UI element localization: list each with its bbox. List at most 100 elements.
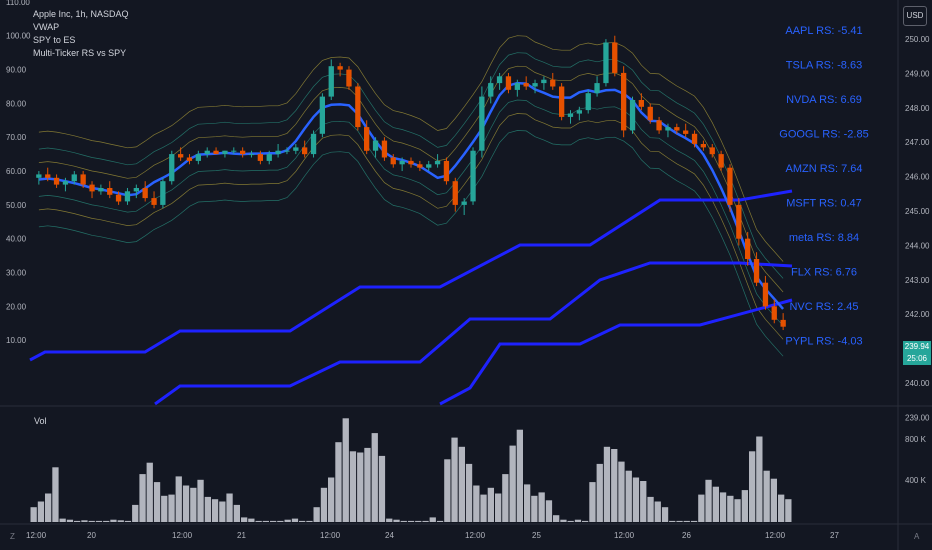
right-axis-tick-2: 248.00	[905, 104, 930, 113]
legend-indicator-vwap[interactable]: VWAP	[33, 22, 60, 32]
volume-bar	[204, 496, 211, 522]
left-axis-tick-3: 80.00	[6, 99, 27, 108]
candle-body	[771, 306, 777, 320]
candle-body	[426, 164, 432, 168]
volume-bar	[313, 507, 320, 522]
candle-body	[124, 191, 131, 202]
right-axis-tick-8: 242.00	[905, 310, 930, 319]
envelope-band-5	[38, 35, 784, 262]
volume-bar	[248, 518, 255, 522]
candle-body	[603, 42, 609, 84]
candle-body	[470, 150, 476, 202]
timezone-z-button[interactable]: Z	[10, 532, 15, 541]
volume-bar	[582, 520, 589, 522]
rs-label-tsla: TSLA RS: -8.63	[786, 60, 862, 72]
volume-bar	[625, 470, 632, 522]
volume-bar	[509, 445, 516, 522]
volume-bar	[495, 493, 502, 522]
rs-label-aapl: AAPL RS: -5.41	[785, 25, 862, 37]
volume-bar	[226, 493, 233, 522]
currency-button[interactable]: USD	[903, 6, 927, 26]
candle-body	[80, 174, 86, 185]
volume-bar	[190, 487, 197, 522]
candle-body	[257, 154, 263, 161]
candle-body	[762, 282, 769, 307]
volume-bar	[320, 487, 328, 522]
chart-legend: Apple Inc, 1h, NASDAQ VWAP SPY to ES Mul…	[33, 8, 129, 60]
volume-bar	[487, 487, 494, 522]
volume-bar	[74, 520, 81, 522]
rs-label-msft: MSFT RS: 0.47	[786, 198, 862, 210]
candle-body	[310, 133, 317, 155]
candle-body	[142, 188, 148, 199]
volume-bar	[306, 520, 313, 522]
candle-body	[576, 110, 582, 114]
volume-bar	[182, 485, 190, 522]
candle-body	[514, 83, 520, 90]
volume-bar	[531, 495, 538, 522]
auto-scale-button[interactable]: A	[914, 532, 920, 541]
volume-bar	[422, 520, 429, 522]
volume-bar	[328, 477, 335, 522]
candle-body	[36, 174, 42, 178]
candle-body	[195, 154, 201, 161]
volume-bar	[756, 436, 763, 522]
candle-body	[745, 238, 751, 259]
right-axis-tick-0: 250.00	[905, 35, 930, 44]
right-axis-tick-5: 245.00	[905, 207, 930, 216]
volume-bar	[45, 493, 52, 522]
x-axis-tick-6: 12:00	[465, 531, 486, 540]
volume-bar	[161, 495, 168, 522]
volume-bar	[52, 467, 59, 522]
volume-pane-label: Vol	[34, 416, 47, 426]
volume-bar	[502, 474, 509, 522]
right-axis-tick-10: 240.00	[905, 379, 930, 388]
legend-indicator-multi-ticker[interactable]: Multi-Ticker RS vs SPY	[33, 48, 127, 58]
volume-bar	[335, 442, 342, 522]
x-axis-tick-10: 12:00	[765, 531, 786, 540]
volume-bar	[560, 519, 567, 522]
x-axis-tick-9: 26	[682, 531, 691, 540]
candle-body	[550, 79, 556, 87]
x-axis-tick-8: 12:00	[614, 531, 635, 540]
volume-bar	[574, 519, 582, 522]
candle-body	[718, 154, 724, 168]
volume-bar	[618, 461, 625, 522]
volume-bar	[538, 492, 545, 522]
candle-body	[541, 79, 547, 84]
candle-body	[213, 150, 219, 155]
volume-bar	[611, 449, 618, 522]
candle-body	[240, 150, 246, 155]
volume-bar	[59, 518, 66, 522]
volume-bar	[299, 520, 306, 522]
volume-bar	[364, 447, 371, 522]
volume-bar	[37, 501, 45, 522]
right-axis-tick-1: 249.00	[905, 69, 930, 78]
candle-body	[89, 184, 95, 192]
volume-bar	[270, 520, 277, 522]
volume-bar	[30, 507, 37, 522]
volume-bar	[596, 463, 603, 522]
rs-label-flx: FLX RS: 6.76	[791, 267, 857, 279]
candle-body	[656, 120, 662, 131]
volume-bar	[197, 479, 204, 522]
volume-bar	[683, 520, 690, 522]
volume-bar	[88, 520, 95, 522]
envelope-band-3	[38, 65, 784, 293]
volume-bar	[669, 520, 676, 522]
candle-body	[248, 154, 255, 156]
candle-body	[178, 154, 184, 158]
volume-bar	[589, 482, 596, 522]
legend-indicator-spy-to-es[interactable]: SPY to ES	[33, 35, 76, 45]
volume-bar	[146, 462, 153, 522]
legend-symbol: Apple Inc, 1h, NASDAQ	[33, 9, 129, 19]
candle-body	[381, 140, 388, 158]
envelope-band-0	[38, 130, 784, 357]
volume-bar	[524, 484, 531, 522]
volume-bar	[211, 499, 219, 522]
candle-body	[532, 83, 538, 87]
candle-body	[559, 86, 565, 117]
volume-bar	[255, 520, 262, 522]
rs-label-googl: GOOGL RS: -2.85	[779, 129, 868, 141]
